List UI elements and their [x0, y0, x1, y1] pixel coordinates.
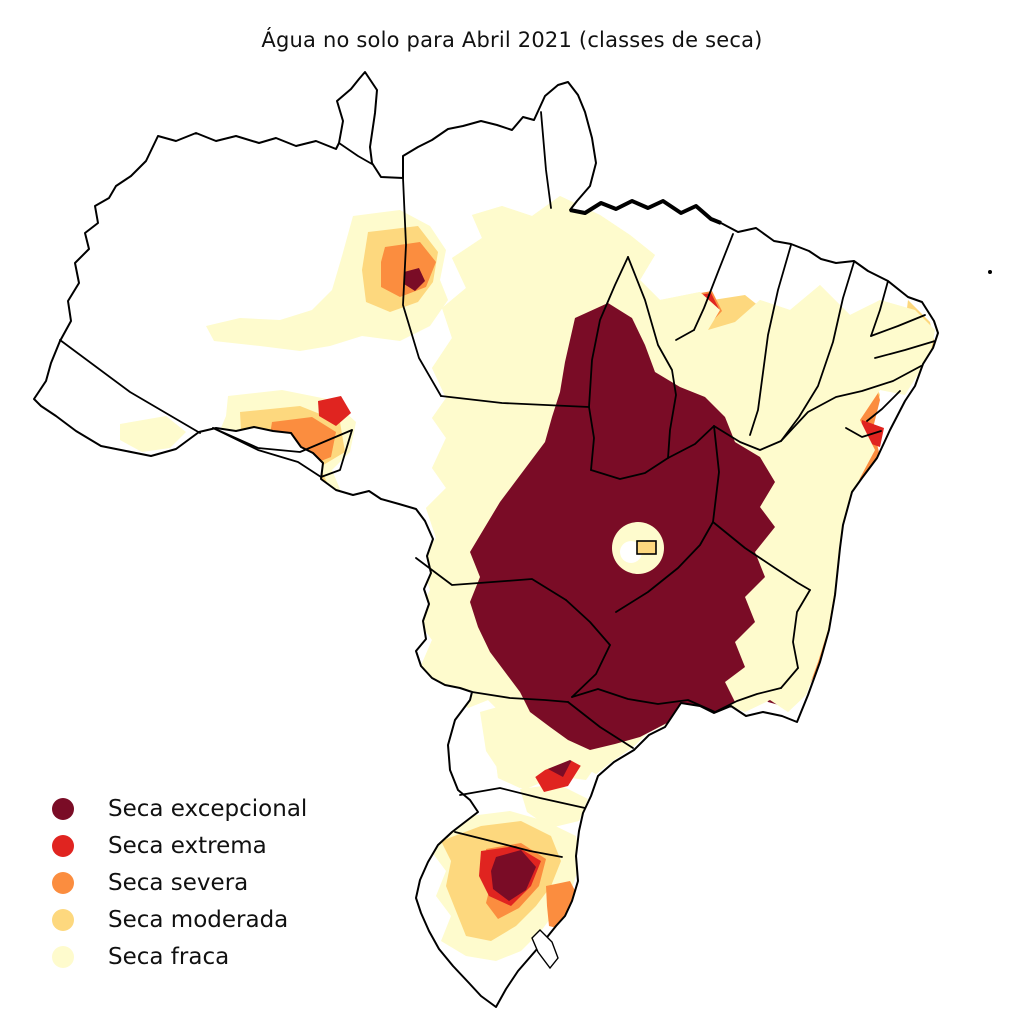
amazon-mouth-coast	[569, 199, 722, 225]
lagoa-dos-patos	[531, 929, 559, 970]
distrito-federal	[636, 540, 657, 555]
legend-label: Seca severa	[108, 869, 249, 896]
map-title: Água no solo para Abril 2021 (classes de…	[261, 28, 763, 52]
state-borders	[59, 111, 936, 858]
legend-label: Seca extrema	[108, 832, 267, 859]
legend-item-extrema: Seca extrema	[52, 827, 382, 864]
legend-swatch-severa	[52, 871, 74, 894]
legend-item-moderada: Seca moderada	[52, 901, 382, 938]
legend: Seca excepcional Seca extrema Seca sever…	[52, 790, 382, 975]
offshore-island-dot	[988, 270, 992, 274]
legend-item-excepcional: Seca excepcional	[52, 790, 382, 827]
legend-swatch-extrema	[52, 834, 74, 857]
legend-swatch-excepcional	[52, 797, 74, 820]
legend-label: Seca moderada	[108, 906, 289, 933]
legend-swatch-fraca	[52, 945, 74, 968]
legend-label: Seca excepcional	[108, 795, 308, 822]
legend-item-fraca: Seca fraca	[52, 938, 382, 975]
legend-item-severa: Seca severa	[52, 864, 382, 901]
legend-swatch-moderada	[52, 908, 74, 931]
legend-label: Seca fraca	[108, 943, 230, 970]
